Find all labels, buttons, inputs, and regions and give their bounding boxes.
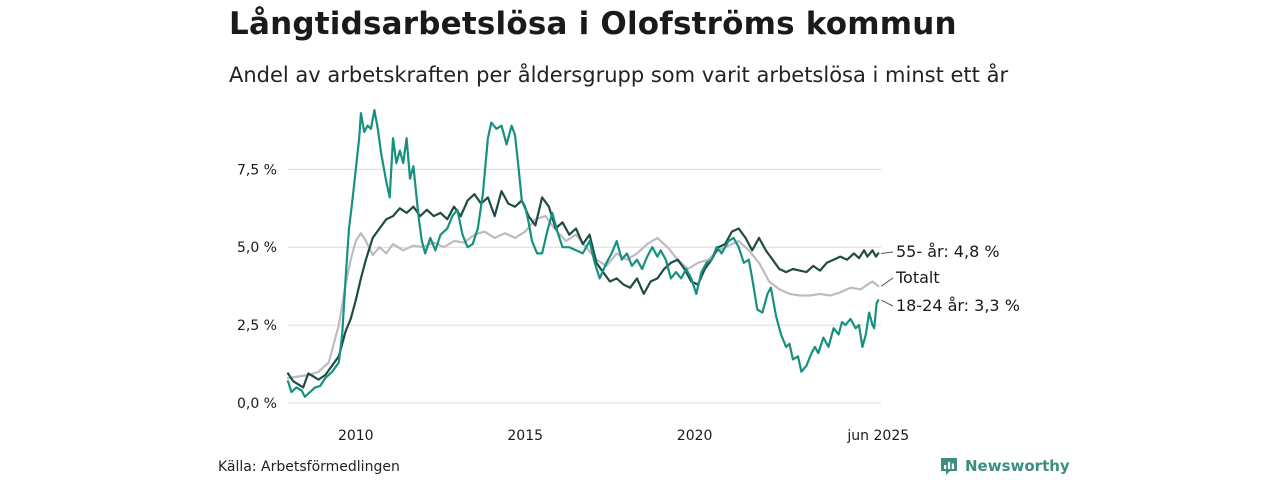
y-tick-label: 7,5 % [237,162,277,178]
end-label-connector [881,251,894,254]
chart-subtitle: Andel av arbetskraften per åldersgrupp s… [229,63,1009,87]
x-tick-label: 2020 [677,428,713,444]
end-label-connector [881,277,894,287]
series-end-labels: 55- år: 4,8 % Totalt 18-24 år: 3,3 % [881,242,1020,315]
x-tick-label: 2010 [338,428,374,444]
series-line-2 [286,190,880,389]
series-end-label: Totalt [895,268,940,287]
chart-title: Långtidsarbetslösa i Olofströms kommun [229,6,957,42]
newsworthy-logo-icon [941,458,957,475]
brand-name: Newsworthy [965,457,1070,475]
series-line-1 [286,215,880,380]
source-note: Källa: Arbetsförmedlingen [218,459,400,475]
brand-logo[interactable]: Newsworthy [939,456,1070,476]
x-axis-tick-labels: 2010 2015 2020 jun 2025 [338,428,909,444]
series-end-label: 18-24 år: 3,3 % [896,296,1020,315]
y-axis-tick-labels: 0,0 % 2,5 % 5,0 % 7,5 % [237,162,277,412]
grid-lines [288,168,881,404]
x-tick-label: 2015 [507,428,543,444]
y-tick-label: 2,5 % [237,318,277,334]
y-tick-label: 5,0 % [237,240,277,256]
series-lines [286,109,880,398]
x-tick-label: jun 2025 [846,428,909,444]
series-line-3 [286,109,880,398]
end-label-connector [881,299,894,307]
y-tick-label: 0,0 % [237,396,277,412]
series-end-label: 55- år: 4,8 % [896,242,1000,261]
